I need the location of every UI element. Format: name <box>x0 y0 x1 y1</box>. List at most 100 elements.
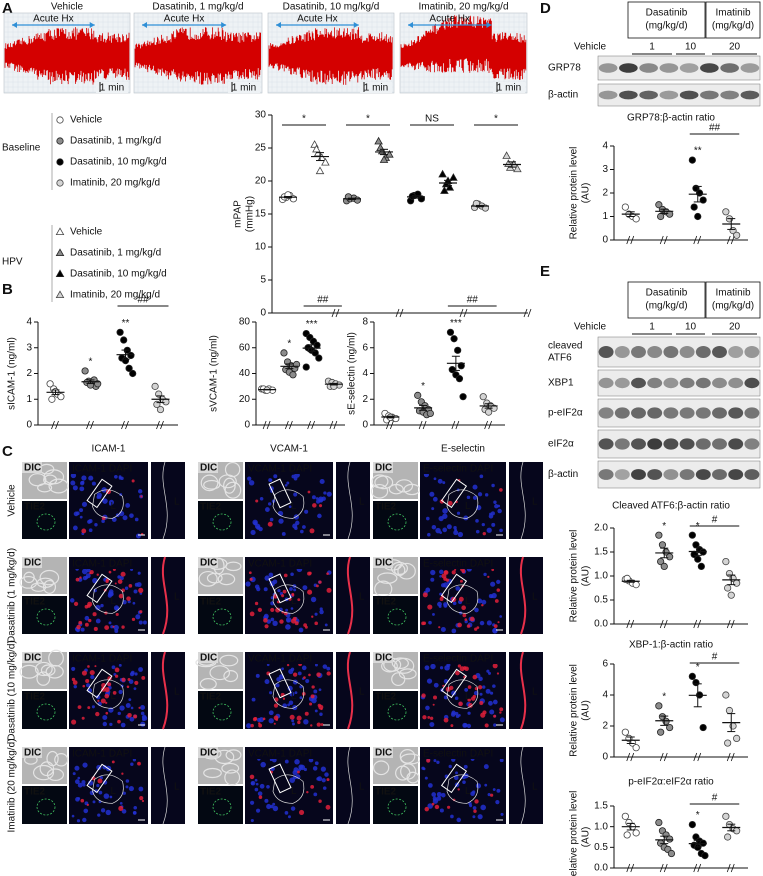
nucleus <box>436 760 440 764</box>
nucleus <box>456 511 461 515</box>
blot-band <box>663 346 679 358</box>
vessel-wall <box>161 556 169 635</box>
nucleus <box>142 717 146 722</box>
vessel-outline <box>212 608 232 626</box>
blot-row-label: cleaved <box>548 341 582 352</box>
nucleus <box>457 531 464 538</box>
blot-band <box>659 90 679 100</box>
data-point <box>151 382 159 390</box>
label-bg <box>420 557 506 569</box>
zoom-box <box>268 478 292 509</box>
stain <box>117 719 121 724</box>
blot-band <box>647 377 663 389</box>
tie2-image <box>373 691 418 729</box>
data-point <box>724 833 732 841</box>
header-box <box>627 1 706 39</box>
nucleus <box>70 480 76 486</box>
nucleus <box>479 692 483 696</box>
blot-band <box>720 63 739 73</box>
stain-label: E-selectin <box>423 654 467 665</box>
nucleus <box>132 811 137 815</box>
blot-band <box>663 377 679 389</box>
nucleus <box>266 803 272 810</box>
nucleus <box>247 476 252 481</box>
blot-image <box>597 336 761 368</box>
stain <box>320 723 324 726</box>
vessel-outline <box>36 513 56 531</box>
blot-band <box>647 469 663 480</box>
stain <box>451 570 456 575</box>
axis-break <box>659 752 668 762</box>
stain <box>92 612 97 617</box>
chart-title: p-eIF2α:eIF2α ratio <box>628 777 714 788</box>
stain <box>286 663 290 667</box>
nucleus <box>430 577 435 582</box>
tie2-image <box>22 786 67 824</box>
nucleus <box>304 509 309 514</box>
data-point <box>722 812 730 820</box>
dic-label: DIC <box>24 558 41 569</box>
lumen-label: L <box>291 501 297 512</box>
nucleus <box>313 689 318 694</box>
stain <box>118 593 124 599</box>
y-tick-label: 2 <box>362 394 368 405</box>
axis-break <box>659 235 668 245</box>
nucleus <box>486 620 492 626</box>
pressure-trace <box>268 27 393 85</box>
stain <box>487 575 490 578</box>
nucleus <box>290 607 294 610</box>
stain <box>311 685 315 689</box>
stain <box>81 670 87 676</box>
label-bg <box>420 462 506 474</box>
nucleus <box>138 667 143 672</box>
y-axis-label: sVCAM-1 (ng/ml) <box>209 335 220 412</box>
data-point <box>315 354 323 362</box>
data-point <box>632 215 640 223</box>
stain <box>469 616 475 622</box>
dapi-label: DAPI <box>289 464 312 475</box>
stain <box>461 569 466 574</box>
zoom-box <box>268 573 292 604</box>
stain <box>309 702 313 706</box>
nucleus <box>314 663 318 667</box>
stain <box>79 576 82 579</box>
stain <box>88 618 92 623</box>
dic-texture <box>391 672 406 687</box>
significance: *** <box>306 319 318 330</box>
stain <box>477 685 483 690</box>
blot-band <box>712 438 727 450</box>
pressure-trace <box>134 27 261 85</box>
tie2-label: TIE2 <box>375 787 397 798</box>
stain <box>499 488 503 492</box>
nucleus <box>77 776 81 780</box>
stain <box>297 770 300 774</box>
data-point <box>459 393 467 401</box>
nucleus <box>318 688 322 692</box>
data-point <box>688 672 696 681</box>
header-box <box>705 281 761 319</box>
nucleus <box>95 618 101 624</box>
data-point <box>479 393 487 401</box>
dic-texture <box>390 561 409 575</box>
stain <box>96 573 99 576</box>
stain <box>80 798 85 803</box>
dic-texture <box>206 572 223 584</box>
data-point <box>379 155 389 163</box>
stain <box>262 717 266 721</box>
lumen-label: L <box>532 497 538 508</box>
stain <box>281 594 285 598</box>
blot-band <box>598 63 618 73</box>
nucleus <box>259 783 265 789</box>
stain <box>499 707 504 712</box>
y-tick-label: 2.0 <box>594 523 608 534</box>
axis-break <box>523 308 532 318</box>
zoom-image <box>509 462 543 539</box>
dapi-label: DAPI <box>109 654 132 665</box>
legend-marker <box>56 116 64 124</box>
stain <box>493 714 497 718</box>
data-point <box>660 562 668 571</box>
stain <box>289 714 295 720</box>
nucleus <box>77 797 81 800</box>
data-point <box>312 144 321 153</box>
data-point <box>690 203 698 211</box>
